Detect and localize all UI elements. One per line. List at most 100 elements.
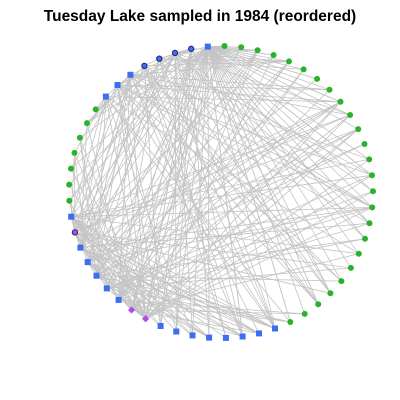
edge: [174, 52, 276, 329]
node-17: [71, 229, 79, 236]
edge: [145, 114, 351, 320]
edge: [80, 123, 88, 248]
node-31: [256, 330, 262, 337]
node-50: [326, 86, 333, 93]
edge: [145, 50, 258, 319]
node-26: [173, 328, 180, 335]
edge: [70, 96, 107, 217]
node-3: [171, 49, 179, 57]
edge: [74, 96, 107, 154]
node-layer: [66, 43, 376, 341]
edge: [207, 46, 330, 91]
edge: [130, 74, 373, 208]
edge: [96, 47, 242, 276]
edge: [96, 143, 365, 277]
node-16: [68, 213, 75, 220]
edge: [106, 238, 366, 289]
node-43: [370, 188, 376, 195]
edge: [106, 288, 146, 320]
edge: [96, 275, 291, 323]
node-55: [254, 47, 261, 54]
node-45: [366, 156, 373, 163]
edge: [144, 65, 373, 208]
edge: [96, 275, 210, 338]
edge: [71, 159, 370, 218]
edge: [118, 50, 258, 301]
node-47: [355, 126, 362, 133]
node-28: [206, 334, 213, 341]
node-8: [102, 93, 109, 100]
edge: [80, 247, 243, 337]
edge: [207, 46, 374, 192]
edge: [105, 96, 276, 329]
edge: [145, 128, 359, 320]
edge: [87, 261, 161, 327]
node-5: [141, 62, 148, 70]
edge: [131, 45, 225, 311]
edge: [159, 46, 208, 59]
node-21: [103, 285, 110, 292]
edge: [70, 216, 243, 337]
edge: [130, 74, 243, 337]
node-6: [127, 71, 134, 78]
edge: [68, 184, 146, 319]
node-42: [369, 204, 376, 211]
edge: [68, 200, 81, 248]
node-51: [314, 75, 321, 82]
edge: [87, 45, 225, 263]
edge: [207, 46, 306, 315]
edge: [174, 52, 351, 116]
edge: [207, 46, 351, 116]
node-24: [142, 315, 150, 323]
node-2: [188, 45, 195, 52]
edge: [130, 74, 330, 91]
edge: [207, 46, 318, 80]
node-11: [76, 134, 83, 141]
chart-title: Tuesday Lake sampled in 1984 (reordered): [43, 8, 357, 25]
edge: [117, 84, 373, 208]
node-56: [238, 44, 245, 51]
edge: [158, 58, 331, 294]
edge: [159, 58, 304, 70]
edge: [96, 96, 107, 276]
node-40: [362, 235, 368, 242]
edge: [87, 74, 131, 263]
edge: [144, 61, 290, 67]
edge-layer: [68, 45, 374, 339]
edge: [80, 247, 276, 329]
edge: [80, 247, 193, 336]
edge: [106, 174, 373, 289]
edge: [207, 46, 304, 70]
node-44: [369, 172, 375, 179]
edge: [70, 84, 118, 169]
node-36: [327, 290, 334, 297]
edge: [191, 48, 258, 51]
edge: [130, 74, 351, 116]
node-22: [115, 296, 122, 303]
node-34: [301, 310, 308, 317]
edge: [80, 96, 107, 248]
edge: [71, 216, 359, 255]
node-10: [84, 120, 90, 127]
edge: [131, 69, 304, 311]
node-33: [287, 319, 294, 325]
edge: [87, 52, 176, 263]
edge: [117, 45, 225, 86]
node-53: [286, 58, 292, 65]
edge: [74, 232, 146, 320]
node-29: [222, 334, 229, 341]
edge: [145, 101, 341, 320]
edge: [207, 46, 341, 103]
node-1: [204, 43, 211, 50]
edge: [105, 96, 341, 103]
node-15: [66, 197, 73, 204]
edge: [80, 101, 341, 248]
edge: [207, 46, 258, 51]
node-52: [300, 66, 307, 73]
edge: [131, 48, 192, 311]
node-4: [156, 55, 163, 62]
edge: [87, 78, 318, 263]
node-27: [189, 332, 196, 339]
edge: [117, 84, 373, 176]
